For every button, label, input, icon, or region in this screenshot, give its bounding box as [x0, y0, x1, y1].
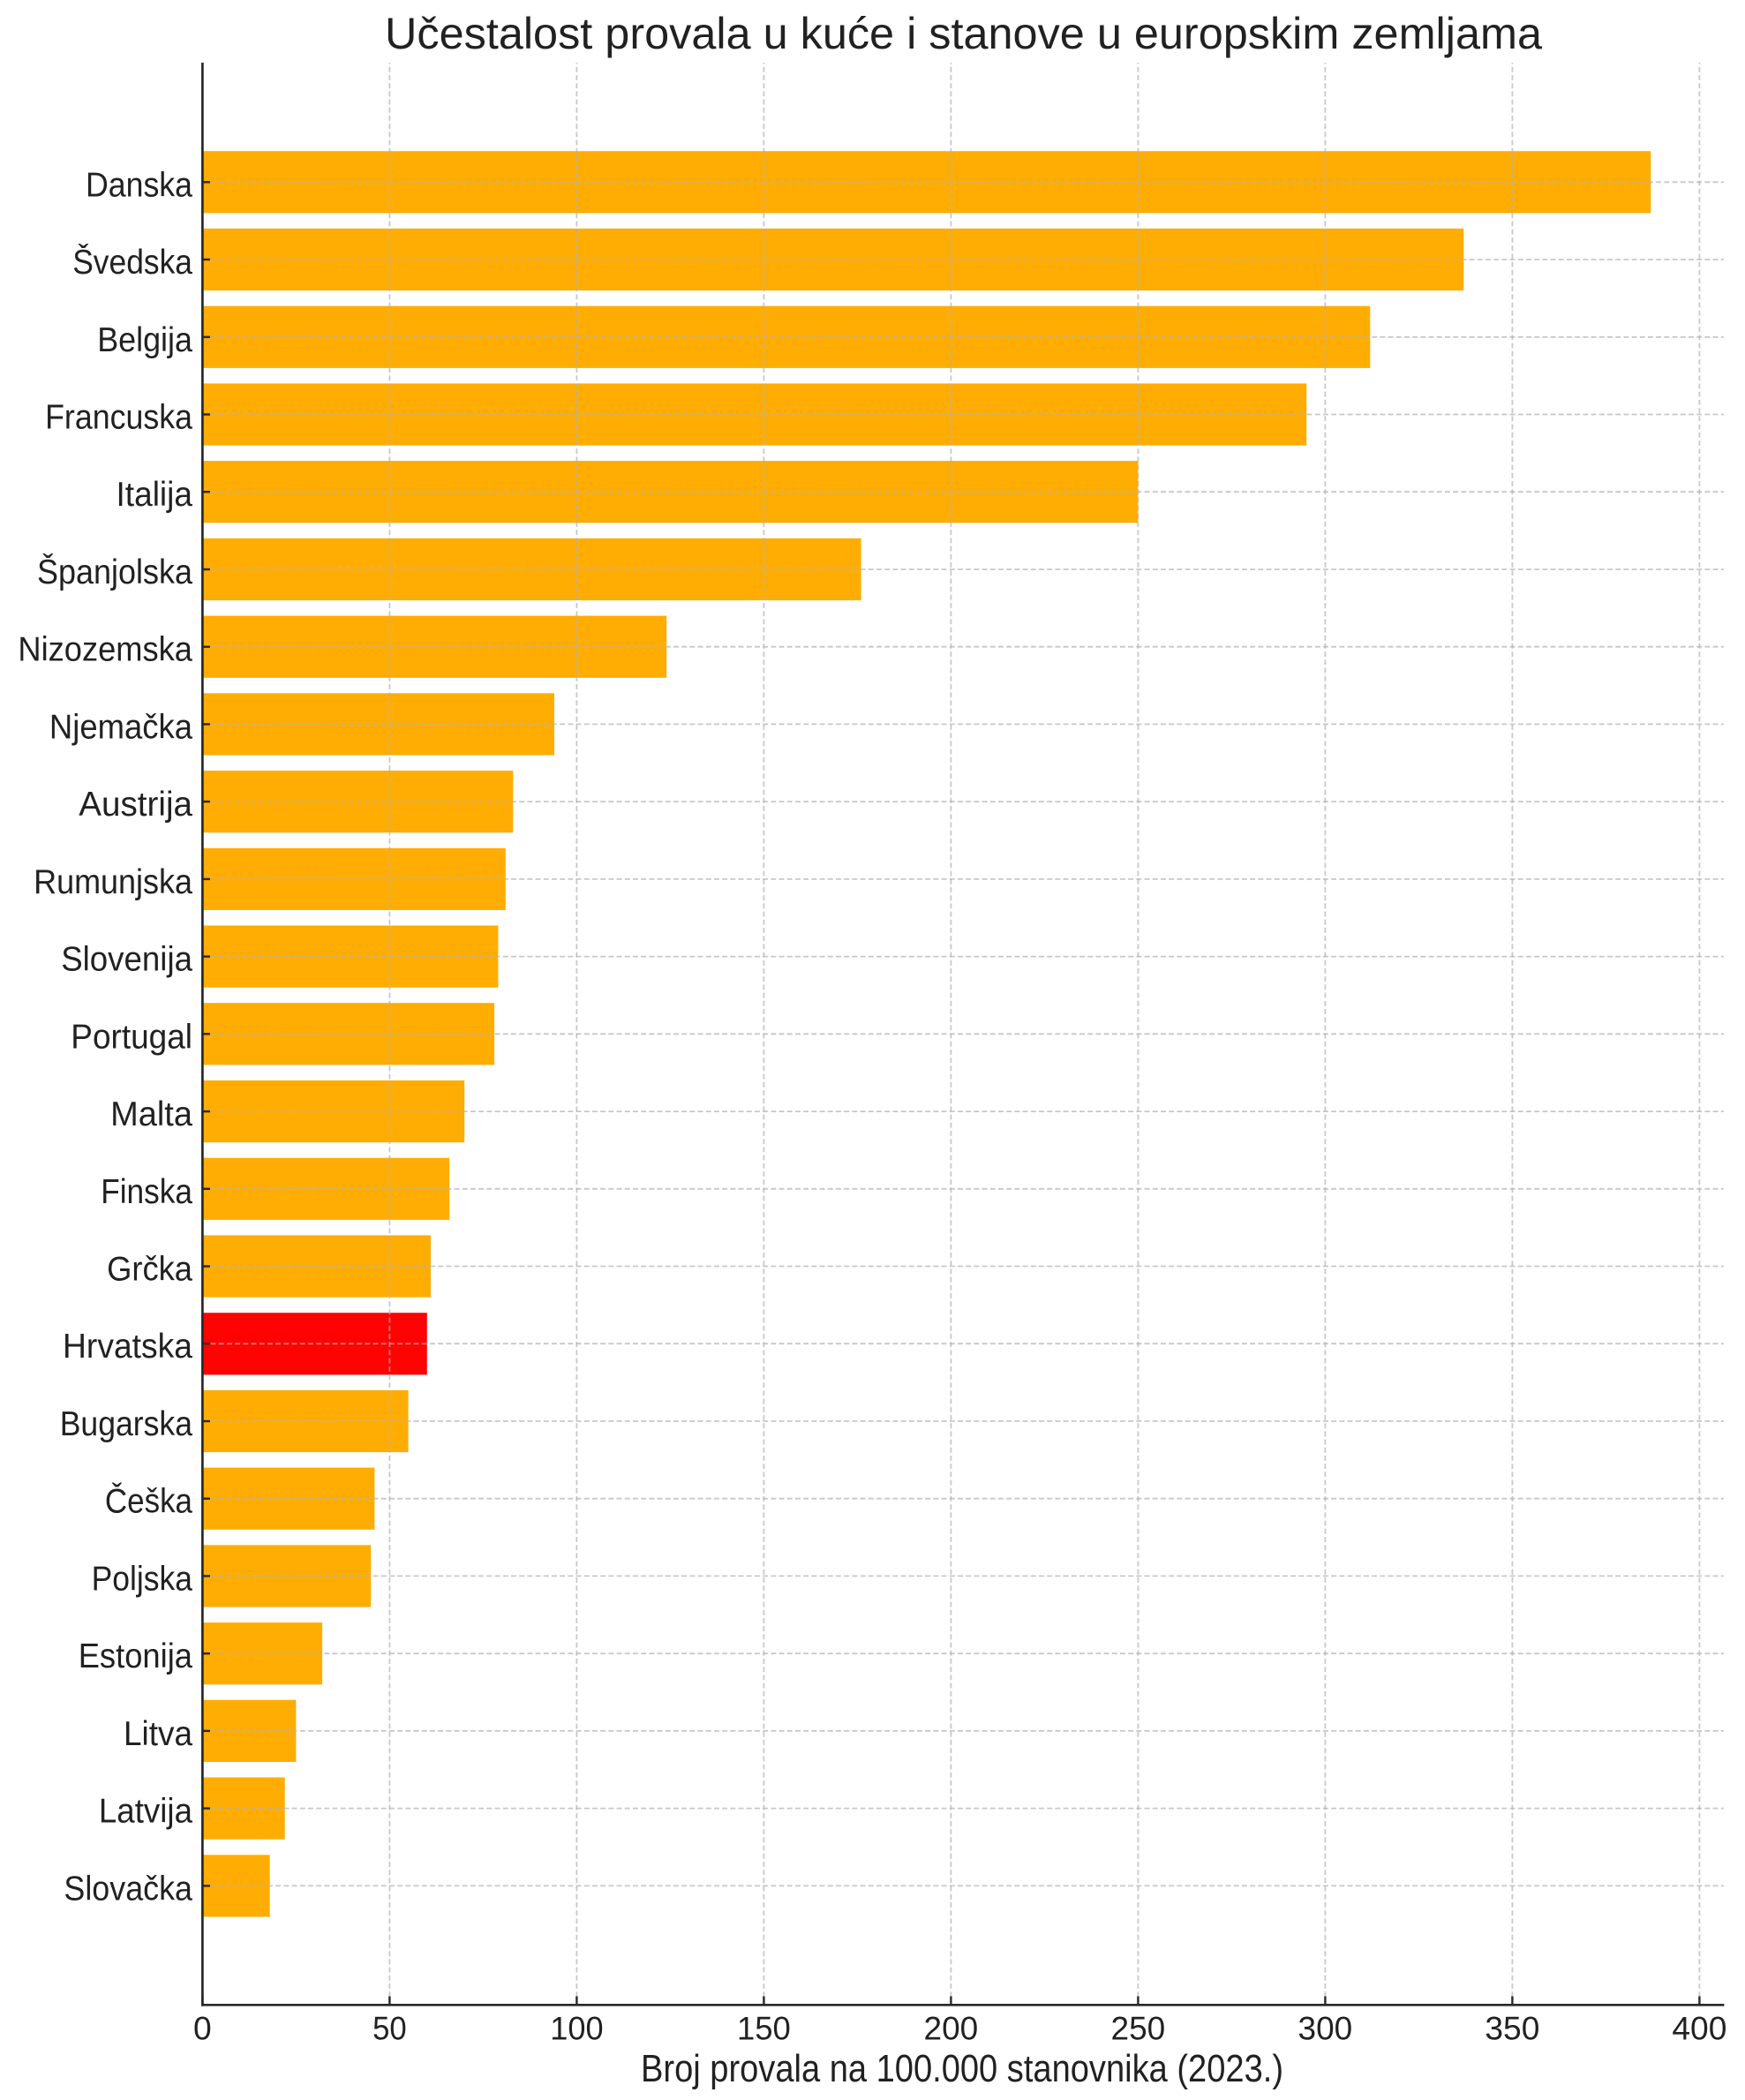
svg-text:Broj provala na 100.000 stanov: Broj provala na 100.000 stanovnika (2023… [641, 2047, 1283, 2090]
svg-text:400: 400 [1672, 2009, 1726, 2046]
svg-text:150: 150 [737, 2009, 791, 2046]
svg-text:0: 0 [193, 2009, 212, 2046]
svg-text:Francuska: Francuska [45, 399, 192, 437]
svg-text:Slovenija: Slovenija [61, 941, 192, 979]
svg-text:Litva: Litva [124, 1715, 192, 1753]
svg-text:Češka: Češka [105, 1482, 192, 1521]
svg-text:Njemačka: Njemačka [49, 708, 192, 746]
svg-text:Slovačka: Slovačka [64, 1870, 192, 1908]
svg-text:50: 50 [372, 2009, 407, 2046]
svg-text:Španjolska: Španjolska [37, 553, 192, 591]
svg-text:Italija: Italija [117, 476, 193, 514]
svg-text:250: 250 [1111, 2009, 1166, 2046]
svg-text:Latvija: Latvija [99, 1793, 192, 1831]
svg-text:Danska: Danska [86, 166, 192, 204]
svg-text:Grčka: Grčka [107, 1251, 192, 1289]
svg-text:100: 100 [550, 2009, 603, 2046]
svg-text:Hrvatska: Hrvatska [63, 1328, 192, 1366]
svg-text:350: 350 [1485, 2009, 1539, 2046]
svg-text:200: 200 [924, 2009, 979, 2046]
svg-text:Poljska: Poljska [92, 1560, 193, 1598]
svg-text:300: 300 [1298, 2009, 1353, 2046]
svg-text:Švedska: Švedska [72, 243, 192, 282]
svg-text:Portugal: Portugal [71, 1018, 192, 1056]
svg-text:Nizozemska: Nizozemska [18, 631, 192, 669]
svg-text:Malta: Malta [110, 1095, 192, 1133]
svg-text:Rumunjska: Rumunjska [34, 863, 192, 901]
svg-text:Učestalost provala u kuće i st: Učestalost provala u kuće i stanove u eu… [385, 9, 1542, 58]
svg-text:Bugarska: Bugarska [60, 1405, 193, 1443]
svg-text:Austrija: Austrija [79, 786, 192, 824]
svg-text:Belgija: Belgija [97, 321, 192, 359]
svg-text:Finska: Finska [101, 1173, 192, 1211]
svg-text:Estonija: Estonija [79, 1637, 193, 1675]
